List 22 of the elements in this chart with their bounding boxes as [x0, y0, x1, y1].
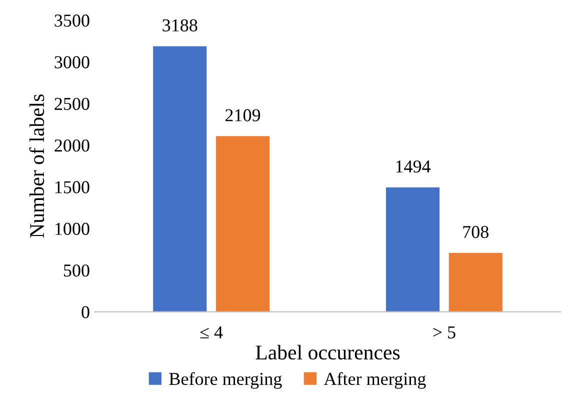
- bar: [216, 136, 270, 312]
- legend-label: Before merging: [169, 372, 282, 389]
- x-tick-label: > 5: [433, 326, 456, 338]
- y-tick-label: 0: [82, 306, 90, 318]
- x-tick-label: ≤ 4: [200, 326, 223, 338]
- y-tick-label: 2000: [54, 139, 90, 152]
- y-tick-label: 2500: [54, 98, 90, 110]
- bar: [153, 46, 207, 312]
- y-tick-label: 3000: [54, 56, 90, 68]
- y-tick-label: 1000: [55, 222, 90, 235]
- bar: [386, 187, 440, 312]
- y-tick-label: 3500: [54, 14, 90, 27]
- legend-label: After merging: [324, 372, 426, 389]
- bar: [448, 252, 502, 312]
- x-axis-title: Label occurences: [256, 344, 400, 360]
- y-tick-label: 500: [64, 264, 90, 277]
- data-label: 3188: [162, 19, 198, 32]
- y-tick-label: 1500: [55, 181, 90, 194]
- data-label: 1494: [396, 160, 431, 173]
- data-label: 2109: [225, 109, 260, 122]
- y-axis-title: Number of labels: [29, 94, 44, 238]
- data-label: 708: [463, 226, 488, 238]
